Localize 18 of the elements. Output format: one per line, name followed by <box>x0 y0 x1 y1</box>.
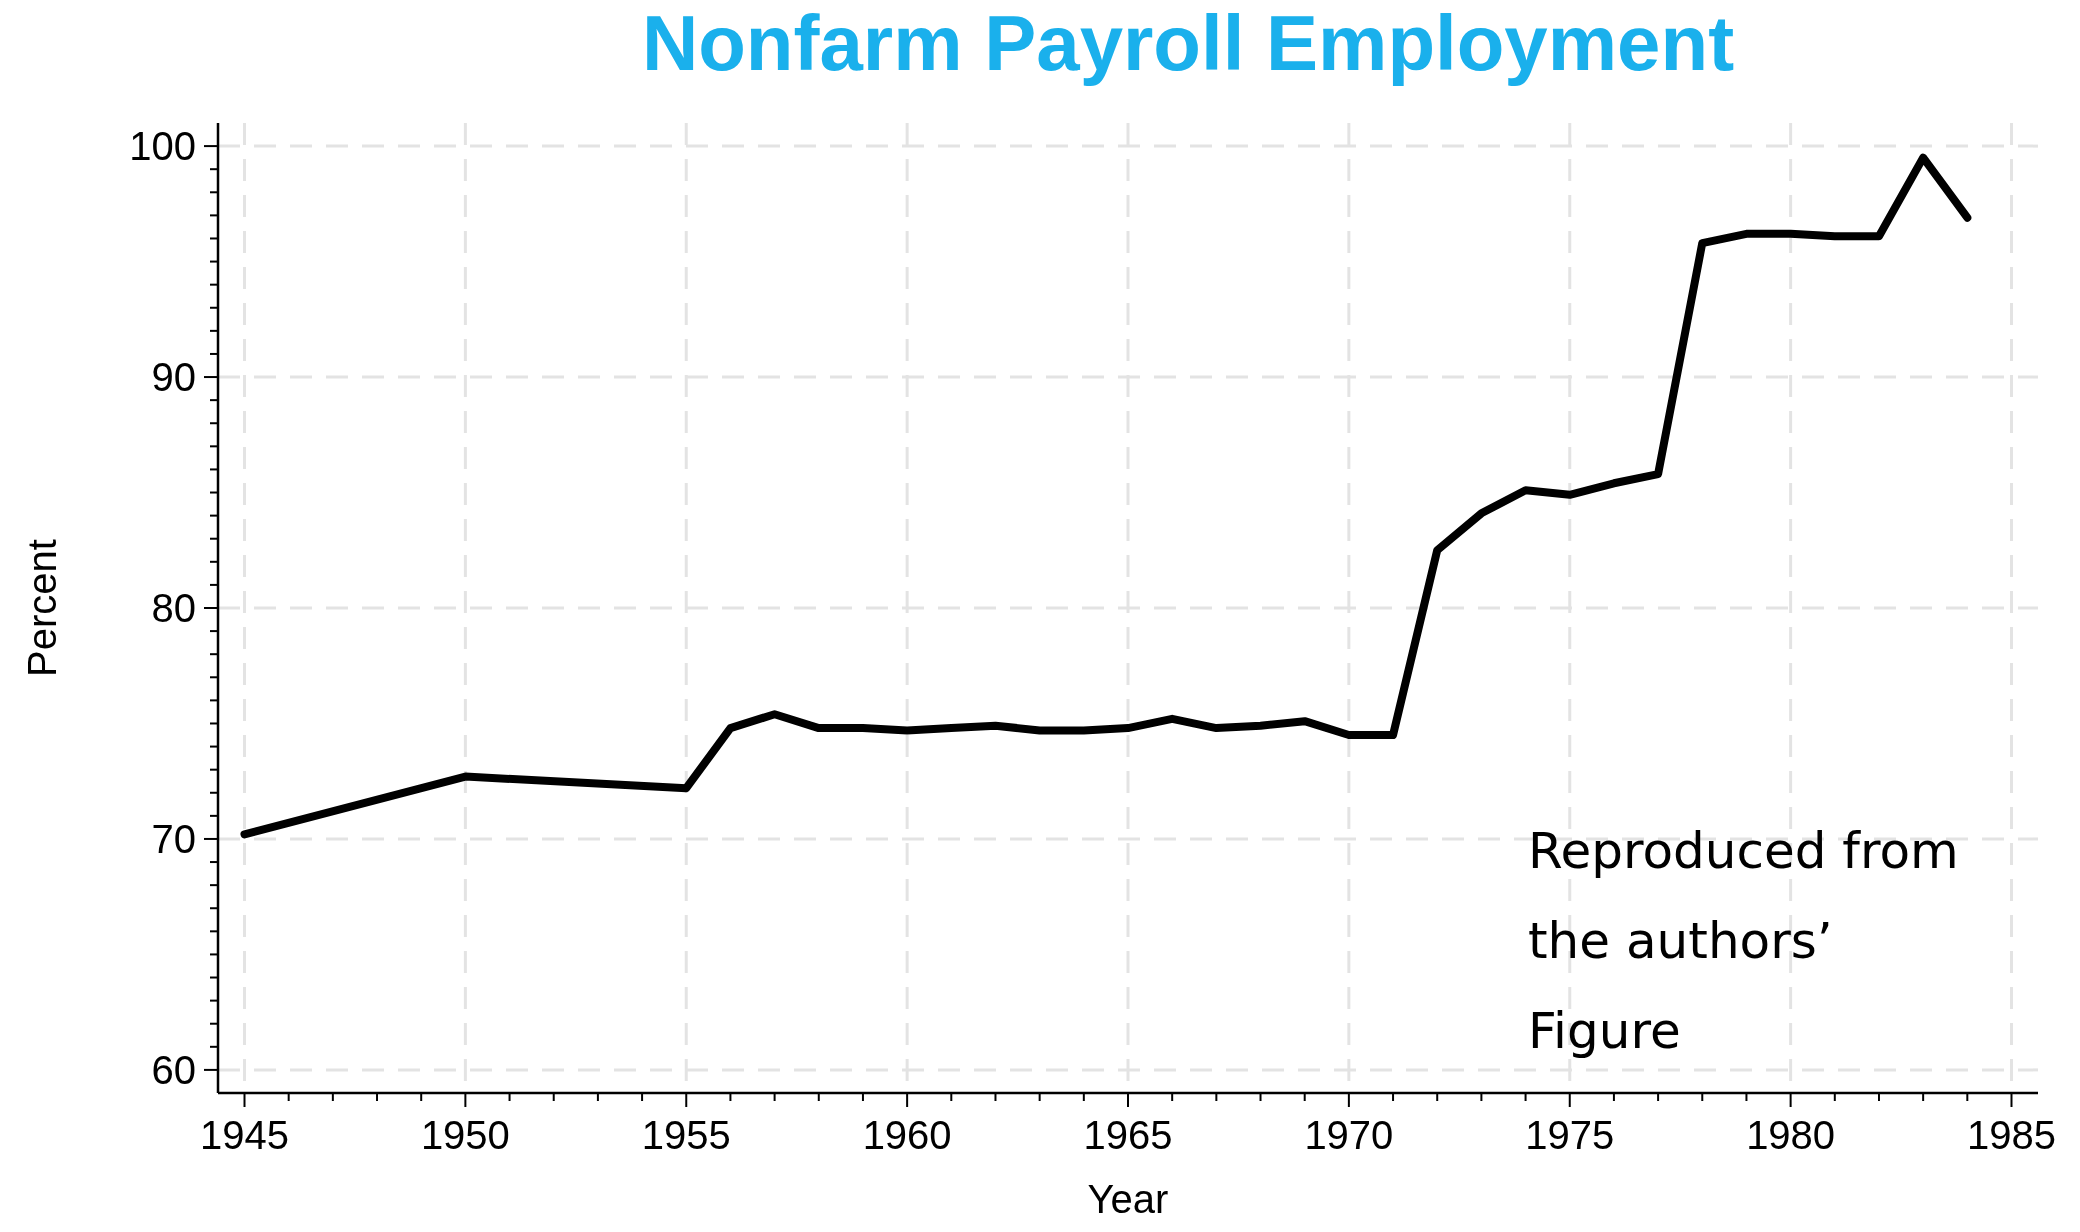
x-axis-title: Year <box>1087 1177 1169 1221</box>
x-tick-label: 1950 <box>420 1113 510 1157</box>
x-tick-label: 1960 <box>862 1113 952 1157</box>
x-tick-label: 1975 <box>1525 1113 1615 1157</box>
annotation: Reproduced from the authors’ Figure <box>1528 822 1959 1060</box>
y-tick-label: 100 <box>129 124 196 169</box>
x-tick-label: 1970 <box>1304 1113 1394 1157</box>
y-tick-label: 70 <box>151 816 196 861</box>
y-tick-label: 60 <box>151 1047 196 1092</box>
x-tick-label: 1980 <box>1746 1113 1836 1157</box>
x-tick-label: 1965 <box>1083 1113 1173 1157</box>
chart-title: Nonfarm Payroll Employment <box>641 0 1735 87</box>
x-tick-label: 1945 <box>200 1113 289 1157</box>
y-axis-title: Percent <box>20 539 64 677</box>
y-tick-label: 90 <box>151 355 196 400</box>
y-tick-label: 80 <box>151 586 196 630</box>
x-tick-label: 1955 <box>641 1113 731 1157</box>
x-tick-label: 1985 <box>1967 1113 2056 1157</box>
